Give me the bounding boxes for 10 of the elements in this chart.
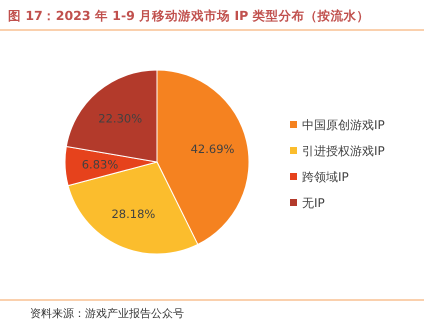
text: 资料来源：游戏产业报告公众号: [30, 307, 184, 320]
legend-label: 中国原创游戏IP: [302, 118, 385, 132]
legend-label: 跨领域IP: [302, 170, 349, 184]
legend-label: 引进授权游戏IP: [302, 144, 385, 158]
chart-title: 图 17：2023 年 1-9 月移动游戏市场 IP 类型分布（按流水）: [8, 8, 370, 23]
data-label: 42.69%: [190, 142, 235, 156]
legend-label: 无IP: [302, 196, 325, 210]
data-label: 28.18%: [112, 206, 156, 221]
data-label: 22.30%: [98, 111, 142, 126]
data-label: 6.83%: [82, 158, 118, 172]
